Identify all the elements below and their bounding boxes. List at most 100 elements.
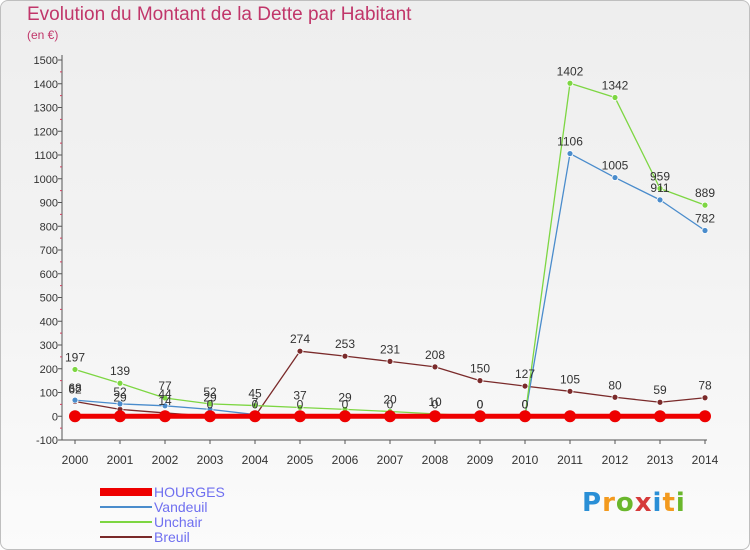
data-label-vandeuil: 44 xyxy=(158,387,172,401)
data-point-breuil xyxy=(611,393,619,401)
data-label-vandeuil: 68 xyxy=(68,381,82,395)
y-tick-label: 0 xyxy=(52,411,58,423)
x-tick-label: 2001 xyxy=(107,453,134,467)
data-point-unchair xyxy=(116,379,124,387)
data-label-unchair: 889 xyxy=(695,186,715,200)
chart-series xyxy=(69,79,711,423)
data-label-vandeuil: 0 xyxy=(342,397,349,411)
data-label-breuil: 253 xyxy=(335,337,355,351)
data-point-hourges xyxy=(384,410,396,423)
legend-label-vandeuil: Vandeuil xyxy=(154,499,208,515)
data-label-unchair: 197 xyxy=(65,350,85,364)
data-point-hourges xyxy=(204,410,216,423)
data-point-hourges xyxy=(114,410,126,423)
unit-label: (en €) xyxy=(27,28,59,42)
y-tick-label: 1000 xyxy=(34,174,58,186)
data-point-unchair xyxy=(71,366,79,373)
series-line-vandeuil xyxy=(74,152,706,417)
y-tick-label: 800 xyxy=(40,221,58,233)
data-point-unchair xyxy=(566,79,574,87)
data-point-hourges xyxy=(474,410,486,423)
proxiti-logo: Proxiti xyxy=(582,488,686,518)
data-point-hourges xyxy=(69,410,81,423)
y-tick-label: 1300 xyxy=(34,103,58,115)
x-tick-label: 2012 xyxy=(602,453,629,467)
x-tick-label: 2005 xyxy=(287,453,314,467)
legend-swatch-breuil xyxy=(100,536,152,538)
data-label-vandeuil: 52 xyxy=(113,385,127,399)
logo-letter: o xyxy=(615,488,635,518)
data-label-unchair: 77 xyxy=(158,379,172,393)
data-label-unchair: 0 xyxy=(522,397,529,411)
y-tick-label: -100 xyxy=(36,435,58,447)
data-label-vandeuil: 0 xyxy=(432,397,439,411)
data-label-unchair: 10 xyxy=(428,395,442,409)
data-label-unchair: 139 xyxy=(110,364,130,378)
data-point-breuil xyxy=(296,347,304,355)
data-point-vandeuil xyxy=(611,174,619,181)
data-label-breuil: 150 xyxy=(470,362,490,376)
data-label-vandeuil: 7 xyxy=(252,396,259,410)
data-label-unchair: 0 xyxy=(477,397,484,411)
data-label-vandeuil: 911 xyxy=(650,181,669,195)
data-point-hourges xyxy=(609,410,621,423)
data-point-hourges xyxy=(249,410,261,423)
data-label-breuil: 0 xyxy=(207,397,214,411)
data-label-unchair: 45 xyxy=(248,387,262,401)
data-point-breuil xyxy=(656,398,664,406)
y-tick-label: 1500 xyxy=(34,55,58,67)
data-label-unchair: 29 xyxy=(338,390,352,404)
data-point-breuil xyxy=(476,377,484,385)
data-point-hourges xyxy=(699,410,711,423)
data-label-vandeuil: 29 xyxy=(203,390,217,404)
logo-letter: t xyxy=(662,488,676,518)
y-tick-label: 600 xyxy=(40,269,58,281)
legend-label-unchair: Unchair xyxy=(154,514,203,530)
data-point-hourges xyxy=(564,410,576,423)
y-tick-label: 1100 xyxy=(34,150,58,162)
x-tick-label: 2009 xyxy=(467,453,494,467)
x-tick-label: 2010 xyxy=(512,453,539,467)
data-label-breuil: 208 xyxy=(425,348,445,362)
data-label-vandeuil: 0 xyxy=(387,397,394,411)
y-tick-label: 300 xyxy=(40,340,58,352)
data-label-unchair: 20 xyxy=(383,393,397,407)
data-label-vandeuil: 0 xyxy=(477,397,484,411)
data-point-vandeuil xyxy=(116,400,124,408)
data-label-breuil: 127 xyxy=(515,367,535,381)
logo-letter: x xyxy=(634,488,653,518)
data-label-unchair: 52 xyxy=(203,385,217,399)
x-tick-label: 2002 xyxy=(152,453,179,467)
chart-data-labels: 62 29 14 0 0 274 253 231 208 150 127 105 80 59 78 68 52 4… xyxy=(65,64,715,411)
legend-swatch-unchair xyxy=(100,521,152,523)
data-label-vandeuil: 1005 xyxy=(602,159,629,173)
x-tick-label: 2003 xyxy=(197,453,224,467)
logo-letter: r xyxy=(602,488,616,518)
data-label-breuil: 59 xyxy=(653,383,667,397)
data-point-vandeuil xyxy=(566,150,574,157)
data-label-vandeuil: 782 xyxy=(695,212,715,226)
data-label-breuil: 80 xyxy=(608,378,622,392)
legend-swatch-vandeuil xyxy=(100,506,152,508)
series-line-unchair xyxy=(74,82,706,417)
data-point-unchair xyxy=(611,94,619,101)
chart-title: Evolution du Montant de la Dette par Hab… xyxy=(27,4,412,25)
x-tick-label: 2004 xyxy=(242,453,269,467)
y-tick-label: 200 xyxy=(40,364,58,376)
logo-letter: i xyxy=(675,488,686,518)
data-label-breuil: 0 xyxy=(252,397,259,411)
data-label-breuil: 274 xyxy=(290,332,310,346)
data-point-unchair xyxy=(656,185,664,192)
data-point-vandeuil xyxy=(701,227,709,234)
x-tick-label: 2000 xyxy=(62,453,89,467)
data-point-unchair xyxy=(161,394,169,402)
data-label-unchair: 1342 xyxy=(602,79,629,93)
data-label-breuil: 29 xyxy=(113,390,127,404)
data-point-breuil xyxy=(341,352,349,360)
data-label-unchair: 37 xyxy=(293,388,307,402)
data-point-breuil xyxy=(701,394,709,402)
data-point-hourges xyxy=(159,410,171,423)
data-point-vandeuil xyxy=(71,396,79,404)
y-tick-label: 700 xyxy=(40,245,58,257)
